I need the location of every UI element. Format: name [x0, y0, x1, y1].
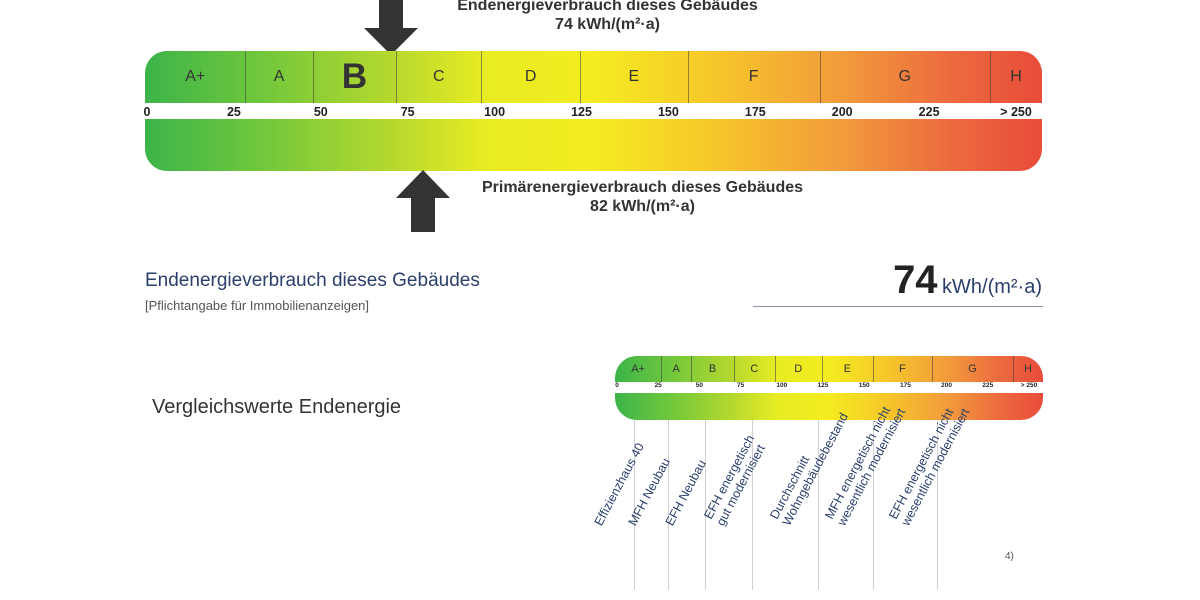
tick-label: 0: [615, 382, 619, 389]
tick-label: 0: [143, 105, 151, 119]
class-divider: [661, 356, 663, 382]
class-divider: [819, 51, 821, 103]
tick-label: 150: [657, 105, 679, 119]
tick-label: 25: [226, 105, 241, 119]
class-divider: [312, 51, 314, 103]
reference-line: [873, 420, 874, 590]
reference-line: [668, 420, 669, 590]
class-label: H: [1010, 68, 1022, 85]
class-divider: [1013, 356, 1015, 382]
tick-label: 25: [654, 382, 662, 389]
class-divider: [733, 356, 735, 382]
primary-energy-indicator: Primärenergieverbrauch dieses Gebäudes 8…: [450, 178, 835, 216]
class-divider: [691, 356, 693, 382]
primary-energy-label: Primärenergieverbrauch dieses Gebäudes: [481, 179, 804, 196]
tick-label: 100: [484, 105, 506, 119]
tick-label: 150: [858, 382, 870, 389]
tick-label: > 250: [1000, 105, 1032, 119]
class-label: E: [628, 68, 640, 85]
class-label: A: [672, 363, 680, 375]
class-divider: [481, 51, 483, 103]
tick-label: 100: [776, 382, 788, 389]
comparison-class-row: A+ A B C D E F G H: [615, 356, 1043, 382]
footnote-marker: 4): [1005, 551, 1014, 562]
summary-underline: [753, 306, 1043, 307]
tick-label: 175: [899, 382, 911, 389]
class-label: C: [750, 363, 759, 375]
class-divider: [396, 51, 398, 103]
tick-strip: [145, 103, 1042, 119]
tick-label: > 250: [1020, 382, 1038, 389]
class-divider: [687, 51, 689, 103]
tick-label: 175: [744, 105, 766, 119]
class-label: E: [843, 363, 852, 375]
class-divider: [245, 51, 247, 103]
end-energy-label: Endenergieverbrauch dieses Gebäudes: [457, 0, 758, 14]
tick-label: 75: [736, 382, 745, 389]
class-divider: [774, 356, 776, 382]
comparison-tick-row: 0 25 50 75 100 125 150 175 200 225 > 250: [615, 382, 1043, 393]
primary-energy-arrow-icon: [396, 170, 450, 232]
summary-unit: kWh/(m²·a): [942, 276, 1042, 298]
tick-label: 200: [941, 382, 953, 389]
class-label: B: [708, 363, 717, 375]
tick-label: 125: [571, 105, 592, 119]
comparison-value-band: [615, 393, 1043, 420]
class-label: G: [968, 363, 977, 375]
class-row: A+ A B C D E F G H: [145, 51, 1042, 103]
tick-label: 75: [400, 105, 415, 119]
summary-title: Endenergieverbrauch dieses Gebäudes: [145, 270, 480, 291]
class-label: D: [794, 363, 803, 375]
class-label: C: [432, 68, 445, 85]
value-band: [145, 119, 1042, 171]
tick-label: 125: [817, 382, 829, 389]
summary-value: 74: [893, 258, 938, 302]
energy-scale: [145, 51, 1042, 171]
class-label: D: [524, 68, 537, 85]
class-divider: [580, 51, 582, 103]
primary-energy-value: 82 kWh/(m²·a): [590, 198, 695, 215]
reference-line: [634, 420, 635, 590]
class-divider: [989, 51, 991, 103]
tick-label: 50: [695, 382, 704, 389]
class-label: G: [898, 68, 911, 85]
reference-line: [705, 420, 706, 590]
class-label: A+: [185, 68, 206, 85]
class-label: A: [273, 68, 285, 85]
class-label: F: [899, 363, 906, 375]
end-energy-value: 74 kWh/(m²·a): [555, 16, 660, 33]
comparison-label: Vergleichswerte Endenergie: [152, 396, 402, 418]
class-band: [145, 51, 1042, 103]
tick-label: 225: [918, 105, 940, 119]
class-label: B: [341, 57, 368, 96]
end-energy-arrow-icon: [364, 0, 418, 55]
reference-line: [752, 420, 753, 590]
class-label: H: [1024, 363, 1032, 375]
tick-row: 0 25 50 75 100 125 150 175 200 225 > 250: [143, 105, 1042, 121]
summary-subtitle: [Pflichtangabe für Immobilienanzeigen]: [145, 298, 370, 313]
class-label: F: [748, 68, 759, 85]
tick-label: 225: [982, 382, 994, 389]
comparison-tick-strip: [615, 382, 1043, 393]
class-divider: [873, 356, 875, 382]
comparison-class-band: [615, 356, 1043, 382]
reference-line: [937, 420, 938, 590]
class-divider: [931, 356, 933, 382]
comparison-scale: [615, 356, 1043, 420]
class-label: A+: [631, 363, 645, 375]
reference-line: [818, 420, 819, 590]
tick-label: 200: [831, 105, 853, 119]
tick-label: 50: [313, 105, 328, 119]
reference-label: EFH energetisch gut modernisiert: [701, 433, 769, 528]
summary-value-block: 74 kWh/(m²·a): [755, 258, 1042, 303]
class-divider: [821, 356, 823, 382]
end-energy-indicator: Endenergieverbrauch dieses Gebäudes 74 k…: [420, 0, 795, 34]
